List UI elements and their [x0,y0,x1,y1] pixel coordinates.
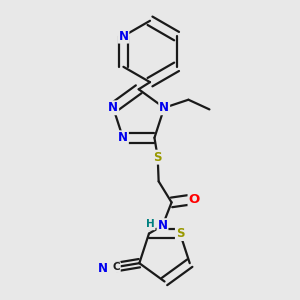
Text: N: N [118,30,128,43]
Text: N: N [118,131,128,144]
Text: H: H [146,219,154,230]
Text: C: C [112,262,120,272]
Text: N: N [108,101,118,114]
Text: N: N [159,101,169,114]
Text: N: N [98,262,108,275]
Text: N: N [158,219,167,232]
Text: S: S [153,151,162,164]
Text: S: S [176,227,184,240]
Text: O: O [189,193,200,206]
